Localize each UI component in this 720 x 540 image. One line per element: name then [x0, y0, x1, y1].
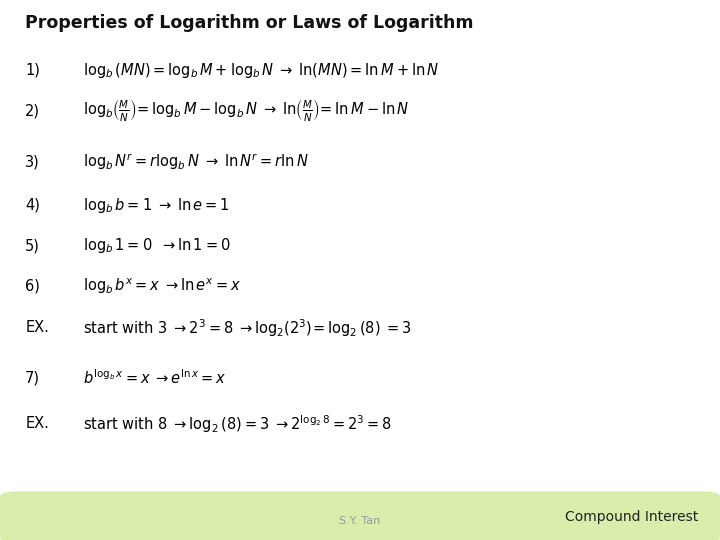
- Text: 2): 2): [25, 103, 40, 118]
- Text: $\mathrm{start\ with\ } 3 \;\rightarrow 2^3 = 8 \;\rightarrow \log_2\!\left(2^3\: $\mathrm{start\ with\ } 3 \;\rightarrow …: [83, 317, 411, 339]
- Text: Compound Interest: Compound Interest: [565, 510, 698, 524]
- Text: EX.: EX.: [25, 320, 49, 335]
- Text: 5): 5): [25, 238, 40, 253]
- Text: $\log_b\!\left(\frac{M}{N}\right)\!=\log_b M - \log_b N \;\rightarrow\; \ln\!\le: $\log_b\!\left(\frac{M}{N}\right)\!=\log…: [83, 98, 409, 124]
- Text: EX.: EX.: [25, 416, 49, 431]
- Text: $\log_b(MN) = \log_b M + \log_b N \;\rightarrow\; \ln(MN) = \ln M + \ln N$: $\log_b(MN) = \log_b M + \log_b N \;\rig…: [83, 60, 439, 80]
- Text: $\log_b b = 1 \;\rightarrow\; \ln e = 1$: $\log_b b = 1 \;\rightarrow\; \ln e = 1$: [83, 195, 230, 215]
- Text: 6): 6): [25, 279, 40, 294]
- Text: 4): 4): [25, 198, 40, 213]
- Text: Properties of Logarithm or Laws of Logarithm: Properties of Logarithm or Laws of Logar…: [25, 14, 474, 31]
- Text: $\mathrm{start\ with\ } 8 \;\rightarrow \log_2(8)= 3 \;\rightarrow 2^{\log_2 8} : $\mathrm{start\ with\ } 8 \;\rightarrow …: [83, 413, 392, 435]
- Text: 7): 7): [25, 370, 40, 386]
- Text: 1): 1): [25, 63, 40, 78]
- Text: $\log_b N^r = r\log_b N \;\rightarrow\; \ln N^r = r\ln N$: $\log_b N^r = r\log_b N \;\rightarrow\; …: [83, 152, 309, 172]
- Text: 3): 3): [25, 154, 40, 170]
- Text: S.Y. Tan: S.Y. Tan: [339, 516, 381, 526]
- Text: $\log_b b^x = x \;\rightarrow \ln e^x = x$: $\log_b b^x = x \;\rightarrow \ln e^x = …: [83, 276, 240, 296]
- Text: $\log_b 1 = 0 \;\;\rightarrow \ln 1 = 0$: $\log_b 1 = 0 \;\;\rightarrow \ln 1 = 0$: [83, 236, 230, 255]
- FancyBboxPatch shape: [0, 491, 720, 540]
- Text: $b^{\log_b x} = x \;\rightarrow e^{\ln x} = x$: $b^{\log_b x} = x \;\rightarrow e^{\ln x…: [83, 369, 227, 387]
